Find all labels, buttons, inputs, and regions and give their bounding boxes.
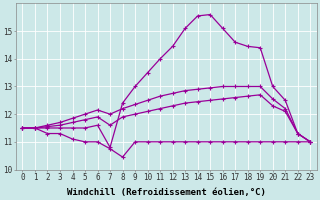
X-axis label: Windchill (Refroidissement éolien,°C): Windchill (Refroidissement éolien,°C) — [67, 188, 266, 197]
